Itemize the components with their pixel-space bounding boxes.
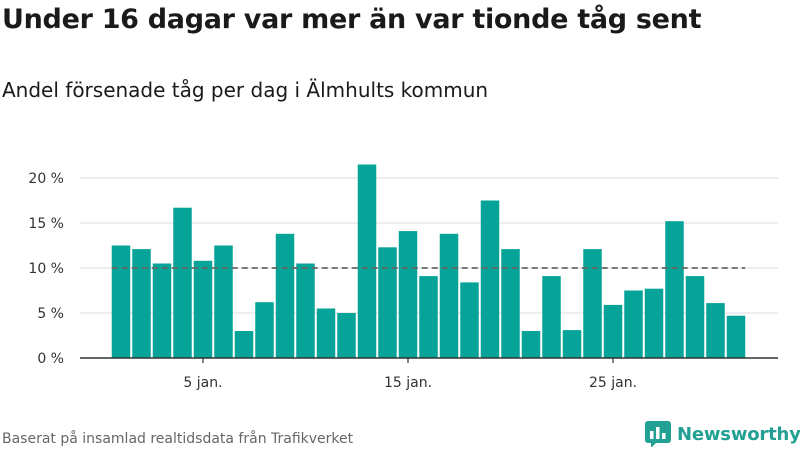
bar	[152, 263, 172, 358]
bar	[419, 276, 438, 358]
bar-chart: 0 % 5 % 10 % 15 % 20 % 5 jan. 15 jan. 25 jan.	[28, 164, 778, 391]
bar	[501, 249, 520, 358]
y-tick-label: 20 %	[28, 171, 64, 187]
y-tick-label: 5 %	[37, 306, 64, 322]
bar	[316, 308, 336, 358]
x-tick-label: 25 jan.	[589, 375, 637, 391]
bar	[378, 247, 397, 358]
bar	[337, 313, 356, 358]
bar-chart-icon	[645, 421, 671, 447]
bar	[173, 207, 192, 358]
x-tick-label: 5 jan.	[183, 375, 222, 391]
bar	[583, 249, 602, 358]
bar	[214, 245, 233, 358]
bar	[357, 164, 377, 358]
bar	[726, 315, 746, 358]
chart-subtitle: Andel försenade tåg per dag i Älmhults k…	[2, 78, 489, 102]
bar	[542, 276, 561, 358]
bar	[439, 233, 459, 358]
bar	[644, 288, 664, 358]
y-tick-label: 0 %	[37, 351, 64, 367]
bar	[275, 233, 295, 358]
bar	[398, 231, 418, 358]
bar	[665, 221, 684, 358]
bar	[296, 263, 315, 358]
bar	[685, 276, 705, 358]
bar	[132, 249, 151, 358]
bar	[521, 331, 541, 358]
bar	[111, 245, 131, 358]
bar	[480, 200, 500, 358]
x-tick-label: 15 jan.	[384, 375, 432, 391]
newsworthy-logo: Newsworthy	[645, 421, 800, 447]
source-note: Baserat på insamlad realtidsdata från Tr…	[2, 431, 354, 447]
brand-name: Newsworthy	[677, 423, 800, 445]
bar	[255, 302, 274, 358]
y-tick-label: 15 %	[28, 216, 64, 232]
bar	[624, 290, 643, 358]
bar	[706, 303, 725, 358]
bar	[234, 331, 254, 358]
bar	[603, 304, 623, 358]
y-tick-label: 10 %	[28, 261, 64, 277]
bar	[460, 282, 479, 358]
bar	[193, 260, 213, 358]
chart-title: Under 16 dagar var mer än var tionde tåg…	[2, 4, 702, 35]
bar	[562, 330, 582, 358]
